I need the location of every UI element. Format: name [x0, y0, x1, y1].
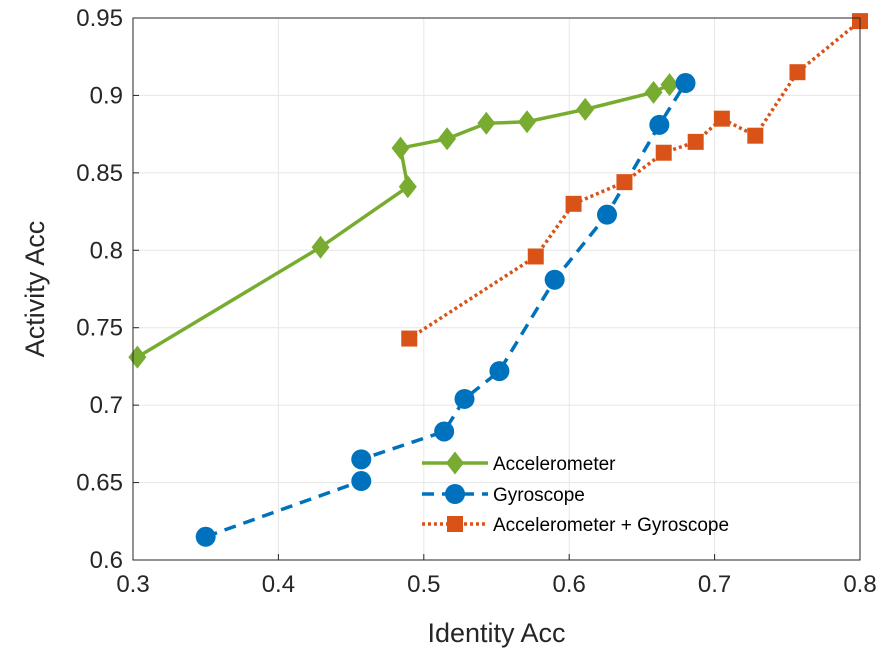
series-layer	[128, 13, 868, 547]
legend-item: Accelerometer + Gyroscope	[422, 515, 729, 536]
data-point	[747, 127, 764, 144]
data-point	[713, 110, 730, 127]
data-point	[687, 133, 704, 150]
data-point	[401, 330, 418, 347]
data-point	[434, 421, 455, 442]
y-tick-label: 0.6	[90, 547, 123, 574]
data-point	[128, 345, 147, 369]
legend-marker	[447, 516, 463, 532]
data-point	[649, 114, 670, 135]
series-0	[128, 73, 679, 369]
y-tick-label: 0.65	[76, 470, 123, 497]
x-axis-ticks: 0.3 0.4 0.5 0.6 0.7 0.8	[116, 554, 877, 598]
data-point	[311, 235, 330, 259]
legend-marker	[446, 451, 464, 475]
data-point	[351, 471, 372, 492]
data-point	[597, 204, 618, 225]
data-point	[655, 144, 672, 161]
data-point	[565, 195, 582, 212]
data-point	[351, 449, 372, 470]
data-point	[195, 526, 216, 547]
data-point	[398, 175, 417, 199]
x-tick-label: 0.3	[116, 571, 149, 598]
data-point	[660, 73, 679, 97]
data-point	[675, 73, 696, 94]
y-axis-ticks: 0.6 0.65 0.7 0.75 0.8 0.85 0.9 0.95	[76, 5, 139, 574]
x-tick-label: 0.4	[262, 571, 295, 598]
y-tick-label: 0.7	[90, 392, 123, 419]
grid-lines	[132, 17, 861, 561]
x-tick-label: 0.5	[407, 571, 440, 598]
y-tick-label: 0.8	[90, 237, 123, 264]
y-tick-label: 0.75	[76, 315, 123, 342]
plot-frame	[132, 17, 861, 561]
data-point	[438, 127, 457, 151]
data-point	[789, 64, 806, 81]
data-point	[489, 361, 510, 382]
legend-item: Accelerometer	[422, 451, 616, 475]
legend-marker	[445, 484, 465, 504]
data-point	[518, 110, 537, 134]
y-axis-title: Activity Acc	[20, 221, 50, 358]
legend: Accelerometer Gyroscope Accelerometer + Gy…	[422, 451, 729, 536]
series-line	[408, 19, 862, 341]
legend-label: Accelerometer + Gyroscope	[493, 515, 729, 536]
y-tick-label: 0.85	[76, 160, 123, 187]
data-point	[527, 248, 544, 265]
data-point	[454, 388, 475, 409]
x-tick-label: 0.7	[698, 571, 731, 598]
data-point	[544, 269, 565, 290]
series-1	[195, 73, 696, 547]
legend-label: Accelerometer	[493, 454, 616, 475]
series-line	[136, 83, 671, 359]
x-axis-title: Identity Acc	[427, 618, 565, 648]
data-point	[576, 97, 595, 121]
data-point	[644, 80, 663, 104]
data-point	[616, 174, 633, 191]
legend-label: Gyroscope	[493, 485, 585, 506]
data-point	[477, 111, 496, 135]
y-tick-label: 0.95	[76, 5, 123, 32]
data-point	[391, 136, 410, 160]
y-tick-label: 0.9	[90, 82, 123, 109]
x-tick-label: 0.6	[553, 571, 586, 598]
series-2	[401, 13, 868, 347]
x-tick-label: 0.8	[843, 571, 876, 598]
legend-item: Gyroscope	[422, 484, 585, 506]
